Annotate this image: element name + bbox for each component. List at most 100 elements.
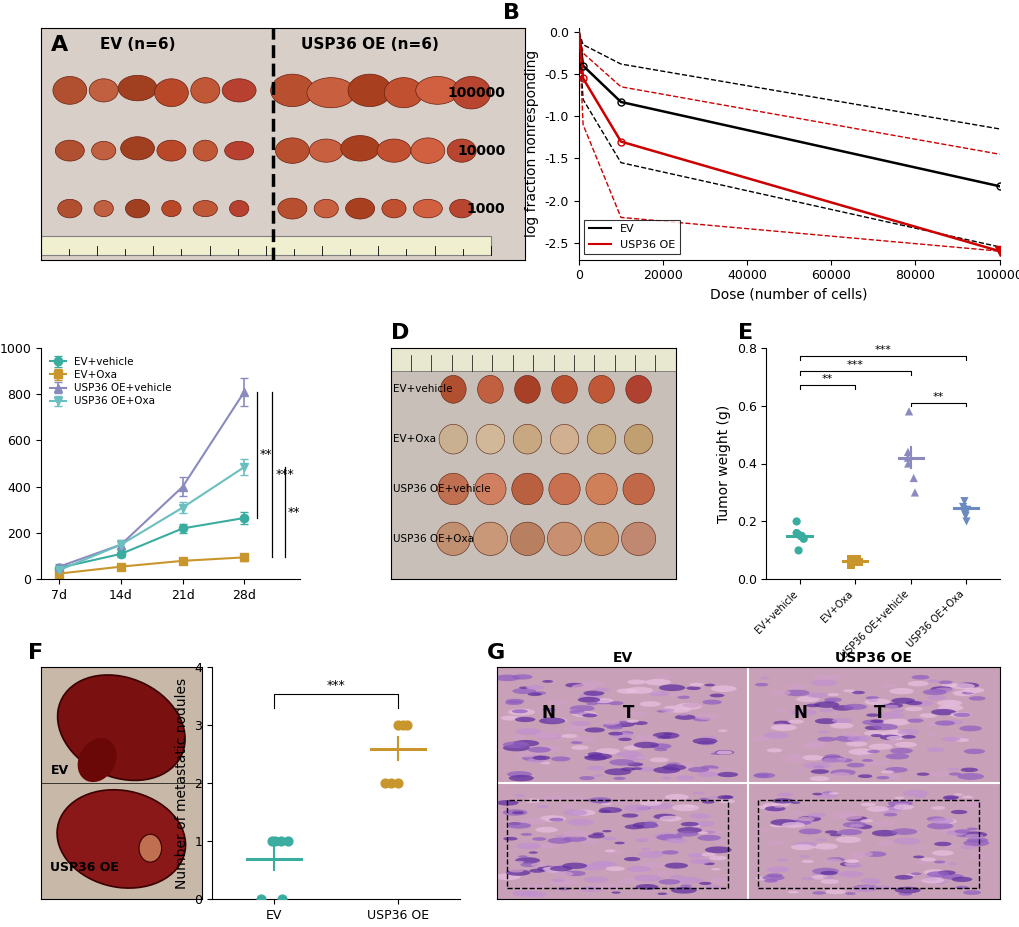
Ellipse shape (653, 870, 675, 876)
Ellipse shape (843, 690, 854, 692)
Ellipse shape (795, 696, 818, 702)
Ellipse shape (861, 719, 882, 725)
Ellipse shape (876, 841, 894, 845)
Ellipse shape (634, 875, 660, 882)
Ellipse shape (567, 819, 593, 826)
Ellipse shape (798, 843, 815, 847)
Point (274, 892, 290, 907)
Point (389, 717, 406, 732)
Ellipse shape (755, 876, 770, 881)
Ellipse shape (440, 375, 466, 403)
Ellipse shape (678, 714, 688, 716)
Ellipse shape (539, 815, 566, 822)
Ellipse shape (638, 851, 663, 857)
Ellipse shape (940, 828, 961, 833)
Ellipse shape (667, 692, 683, 697)
Ellipse shape (631, 768, 642, 770)
Ellipse shape (955, 833, 971, 837)
Ellipse shape (658, 684, 685, 692)
Ellipse shape (889, 775, 902, 779)
Ellipse shape (821, 792, 834, 794)
Ellipse shape (682, 703, 700, 707)
Point (900, 404, 916, 419)
Ellipse shape (449, 199, 474, 218)
Ellipse shape (811, 675, 830, 680)
Text: A: A (50, 35, 67, 55)
Ellipse shape (799, 855, 809, 857)
Point (398, 717, 415, 732)
Ellipse shape (861, 759, 872, 762)
Ellipse shape (832, 812, 856, 818)
Ellipse shape (696, 771, 718, 777)
Ellipse shape (598, 807, 622, 813)
Ellipse shape (883, 705, 898, 708)
Ellipse shape (624, 824, 643, 830)
Ellipse shape (941, 737, 960, 742)
Ellipse shape (694, 714, 718, 719)
Ellipse shape (569, 709, 580, 712)
Ellipse shape (623, 473, 653, 504)
Ellipse shape (763, 879, 776, 883)
Ellipse shape (619, 731, 633, 735)
Ellipse shape (773, 805, 784, 807)
Ellipse shape (814, 718, 837, 724)
Ellipse shape (709, 693, 723, 697)
Ellipse shape (494, 675, 520, 681)
Ellipse shape (651, 851, 661, 854)
Ellipse shape (930, 709, 955, 716)
Ellipse shape (542, 708, 555, 711)
Ellipse shape (878, 712, 904, 718)
Text: ***: *** (846, 360, 863, 370)
Ellipse shape (633, 742, 658, 748)
Ellipse shape (948, 772, 961, 776)
Ellipse shape (654, 675, 669, 679)
Ellipse shape (549, 425, 578, 454)
Point (958, 514, 974, 528)
Ellipse shape (875, 776, 889, 780)
Text: **: ** (287, 505, 300, 519)
Ellipse shape (510, 522, 544, 555)
Ellipse shape (579, 693, 602, 699)
Ellipse shape (954, 830, 970, 833)
Ellipse shape (717, 730, 727, 732)
Ellipse shape (525, 884, 545, 889)
Ellipse shape (847, 859, 858, 862)
Point (280, 834, 297, 849)
Ellipse shape (705, 885, 720, 889)
Ellipse shape (765, 867, 789, 872)
Ellipse shape (926, 747, 944, 752)
Ellipse shape (516, 752, 539, 757)
Ellipse shape (595, 748, 620, 755)
Ellipse shape (918, 713, 936, 717)
Ellipse shape (193, 140, 217, 161)
Ellipse shape (847, 735, 870, 742)
Ellipse shape (506, 822, 531, 829)
Ellipse shape (555, 872, 565, 875)
Ellipse shape (700, 830, 722, 835)
Ellipse shape (532, 692, 545, 695)
Ellipse shape (782, 822, 804, 828)
Ellipse shape (907, 681, 927, 686)
Ellipse shape (874, 820, 894, 826)
Ellipse shape (686, 686, 700, 690)
Text: USP36 OE+Oxa: USP36 OE+Oxa (393, 534, 474, 544)
Ellipse shape (811, 679, 837, 686)
Point (850, 554, 866, 569)
Ellipse shape (910, 872, 920, 875)
Ellipse shape (932, 819, 956, 824)
Ellipse shape (842, 821, 866, 828)
Ellipse shape (653, 814, 676, 819)
Ellipse shape (866, 881, 879, 884)
Ellipse shape (844, 859, 858, 863)
Ellipse shape (697, 835, 720, 841)
Ellipse shape (880, 730, 907, 737)
Ellipse shape (905, 874, 914, 876)
Ellipse shape (769, 819, 796, 826)
Ellipse shape (891, 829, 916, 835)
Point (788, 526, 804, 540)
Ellipse shape (512, 890, 537, 896)
Ellipse shape (622, 813, 638, 818)
Ellipse shape (906, 718, 923, 723)
Ellipse shape (565, 795, 587, 802)
Ellipse shape (536, 844, 557, 849)
